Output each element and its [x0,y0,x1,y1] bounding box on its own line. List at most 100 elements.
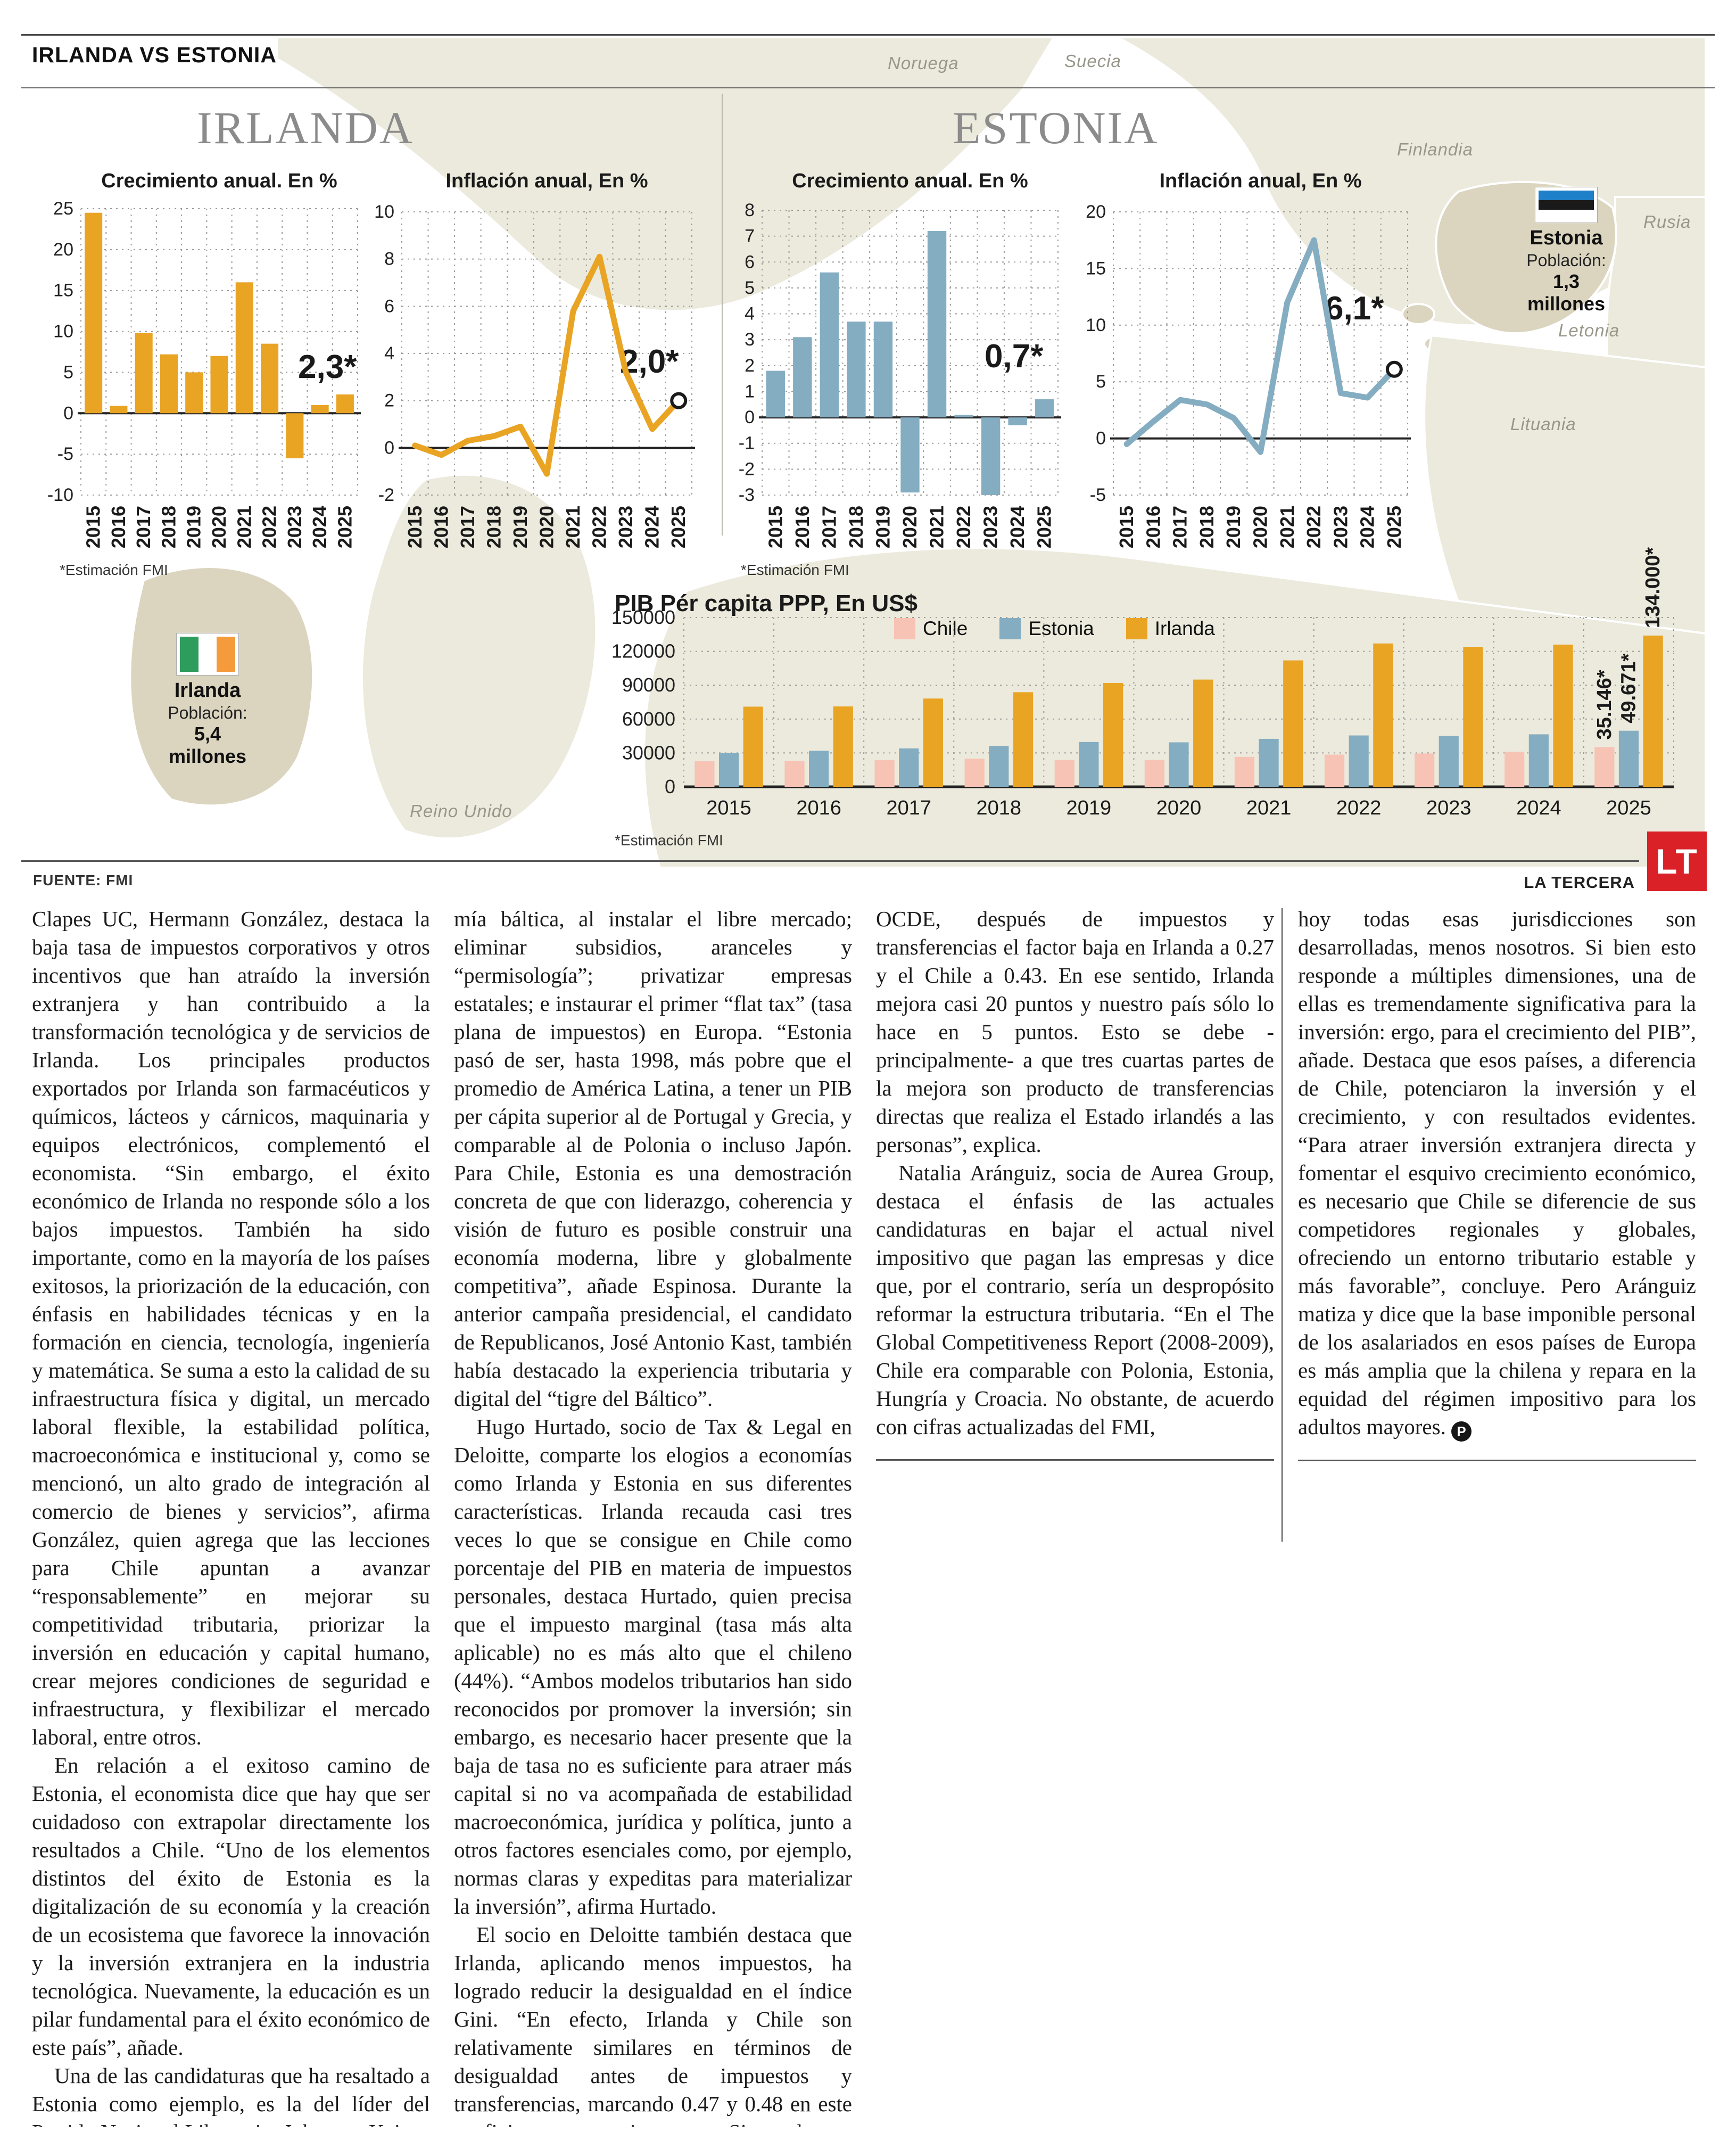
ee_growth-xlabel-2021: 2021 [926,506,948,548]
ee_inflation-xlabel-2015: 2015 [1115,506,1137,548]
ie_growth-bar-2021 [235,282,253,414]
pib-ytick: 150000 [611,606,675,628]
estonia-flag-icon [1535,187,1598,223]
pib-ytick: 60000 [622,708,675,730]
source-label: FUENTE: FMI [33,872,134,888]
ireland-callout: Irlanda Población: 5,4 millones [160,633,255,768]
ie_growth-xlabel-2017: 2017 [133,506,154,548]
estonia-callout-name: Estonia [1530,227,1603,249]
article-paragraph: Hugo Hurtado, socio de Tax & Legal en De… [454,1414,852,1919]
legend-label-estonia: Estonia [1028,618,1094,639]
ee_growth-xlabel-2022: 2022 [953,506,974,548]
pib-bar-irlanda-2020 [1193,679,1213,787]
map-label-finlandia: Finlandia [1397,139,1473,159]
ee_growth-ytick: 4 [745,304,755,324]
ie_growth-ytick: 10 [53,322,73,342]
pib-xlabel-2019: 2019 [1067,797,1112,819]
pib-bar-chile-2015 [695,761,715,787]
ie_growth-title: Crecimiento anual. En % [101,170,337,192]
ireland-pop-value: 5,4 millones [168,723,247,767]
map-label-noruega: Noruega [888,53,959,73]
ie_inflation-ytick: -2 [378,485,394,505]
ie_inflation-xlabel-2019: 2019 [509,506,531,548]
chile-swatch-icon [894,618,915,639]
pib-xlabel-2018: 2018 [977,797,1022,819]
ie_inflation-last-point-marker [670,392,688,409]
pib-bar-irlanda-2019 [1103,682,1123,787]
ie_inflation-xlabel-2022: 2022 [589,506,610,548]
ireland-callout-name: Irlanda [174,679,241,702]
ee_inflation-xlabel-2019: 2019 [1222,506,1244,548]
map-latvia-lithuania [1423,334,1707,635]
ee_growth-bar-2019 [873,322,893,418]
ee_growth-ytick: 7 [745,226,755,246]
ie_growth-xlabel-2015: 2015 [82,506,104,548]
ie_growth-ytick: 25 [53,199,73,219]
ie_inflation-ytick: 0 [384,438,394,458]
ee_growth-xlabel-2019: 2019 [872,506,894,548]
ee_growth-bar-2016 [793,337,812,418]
pib-bar-irlanda-2021 [1283,660,1303,787]
end-of-article-mark: P [1451,1421,1472,1442]
pib-xlabel-2017: 2017 [886,797,931,819]
pib-bar-irlanda-2022 [1373,643,1393,787]
ie_inflation-line [412,253,682,477]
ie_growth-ytick: 5 [63,362,73,382]
estonia-section-title: ESTONIA [953,102,1159,153]
ie_growth-xlabel-2025: 2025 [334,506,356,548]
article-paragraph: Natalia Aránguiz, socia de Aurea Group, … [876,1160,1274,1439]
pib-value-label-estonia: 49.671* [1617,653,1640,723]
ee_inflation-xlabel-2018: 2018 [1196,506,1218,548]
ee_inflation-title: Inflación anual, En % [1159,170,1361,192]
pib-bar-estonia-2017 [899,748,919,787]
ee_inflation-xlabel-2022: 2022 [1303,506,1325,548]
ie_growth-ytick: 20 [53,240,73,260]
pib-xlabel-2020: 2020 [1156,797,1202,819]
pib-bar-estonia-2024 [1528,734,1549,787]
pib-bar-estonia-2022 [1349,735,1369,787]
article-paragraph: Clapes UC, Hermann González, destaca la … [32,907,430,1749]
ee_inflation-xlabel-2020: 2020 [1250,506,1271,548]
ie_inflation-xlabel-2020: 2020 [536,506,558,548]
ee_inflation-xlabel-2017: 2017 [1169,506,1191,548]
ie_growth-bar-2020 [210,356,228,414]
pib-xlabel-2016: 2016 [796,797,841,819]
pib-xlabel-2022: 2022 [1336,797,1382,819]
pib-xlabel-2025: 2025 [1606,797,1651,819]
ee_growth-ytick: -3 [739,485,755,505]
ie_growth-ytick: 0 [63,403,73,423]
header-rule-top [21,34,1715,36]
ee_growth-ytick: 6 [745,252,755,272]
pib-footnote: *Estimación FMI [615,832,723,849]
ee_growth-bar-2015 [766,371,785,418]
ie_inflation-ytick: 4 [384,343,394,364]
pib-ytick: 90000 [622,674,675,696]
section-divider [722,94,723,536]
ie_inflation-xlabel-2025: 2025 [667,506,689,548]
legend-item-irlanda: Irlanda [1126,618,1215,640]
map-estonia-island [1401,303,1435,325]
brand-name: LA TERCERA [1524,873,1635,892]
ie_growth-xlabel-2016: 2016 [108,506,129,548]
estonia-callout: Estonia Población: 1,3 millones [1521,187,1611,315]
pib-value-label-chile: 35.146* [1593,670,1616,739]
pib-title: PIB Pér capita PPP, En US$ [615,590,917,616]
ee_growth-ytick: 0 [745,407,755,427]
map-label-suecia: Suecia [1064,51,1121,71]
ie_growth-bar-2025 [336,394,354,414]
ie_inflation-xlabel-2021: 2021 [562,506,584,548]
ie_growth-ytick: -5 [57,444,73,464]
map-britain [361,473,598,840]
pib-bar-chile-2021 [1234,756,1255,787]
pib-bar-chile-2025 [1594,747,1615,787]
pib-xlabel-2024: 2024 [1516,797,1561,819]
ee_growth-bar-2021 [927,231,947,418]
article-paragraph: OCDE, después de impuestos y transferenc… [876,907,1274,1157]
ee_growth-bar-2025 [1035,399,1054,418]
pib-bar-chile-2016 [784,761,805,787]
ee_inflation-ytick: 20 [1086,202,1106,222]
map-ireland [129,566,315,807]
ie_growth-bar-2016 [110,406,128,414]
